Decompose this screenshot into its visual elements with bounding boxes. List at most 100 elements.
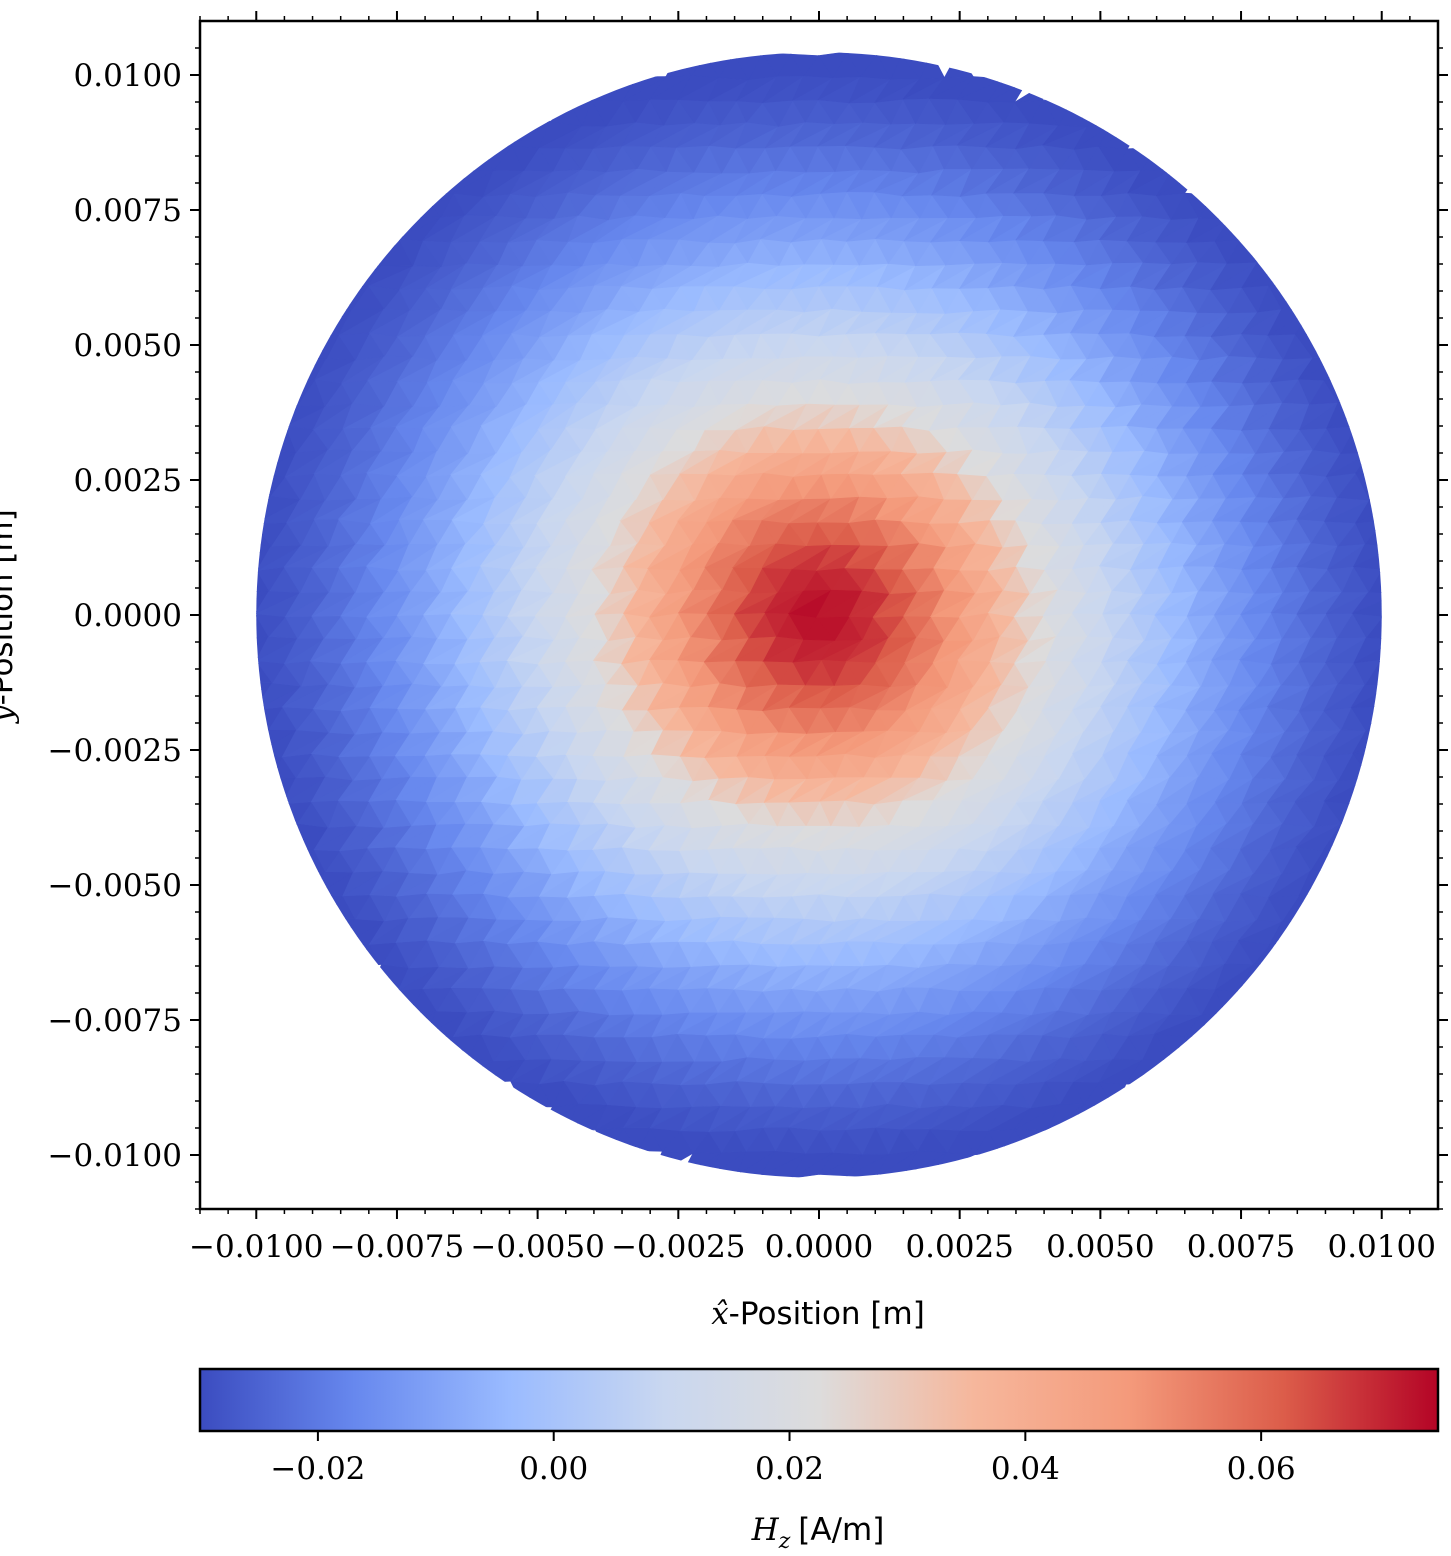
mesh-cell xyxy=(256,660,257,684)
mesh-cell xyxy=(256,728,269,758)
mesh-cell xyxy=(1352,778,1382,805)
mesh-cell xyxy=(257,425,287,453)
mesh-cell xyxy=(1268,261,1313,286)
mesh-cell xyxy=(1298,893,1324,922)
mesh-cell xyxy=(282,870,326,898)
mesh-cell xyxy=(256,823,298,848)
mesh-cell xyxy=(1380,637,1382,661)
colorbar-gradient xyxy=(198,1367,1440,1433)
mesh-cell xyxy=(256,752,273,779)
colorbar-tick-label: −0.02 xyxy=(270,1451,365,1487)
x-axis-label: x̂-Position [m] xyxy=(711,1296,925,1332)
mesh-cell xyxy=(1323,358,1369,382)
colorbar-tick-label: 0.02 xyxy=(755,1451,824,1487)
x-tick-label: 0.0025 xyxy=(905,1229,1013,1265)
y-tick-label: 0.0025 xyxy=(74,463,182,499)
mesh-cell xyxy=(354,239,382,267)
mesh-cell xyxy=(1355,451,1382,474)
y-tick-label: 0.0075 xyxy=(74,193,182,229)
y-tick-label: −0.0100 xyxy=(48,1138,182,1174)
y-tick-label: −0.0050 xyxy=(48,868,182,904)
mesh-cell xyxy=(1369,754,1382,779)
mesh-cell xyxy=(284,848,315,872)
mesh-cell xyxy=(1383,614,1410,639)
mesh-cell xyxy=(297,335,327,359)
mesh-cell xyxy=(256,569,258,593)
mesh-cell xyxy=(1369,475,1382,501)
field-mesh xyxy=(229,52,1426,1178)
y-tick-label: 0.0000 xyxy=(74,598,182,634)
mesh-cell xyxy=(943,52,974,78)
colorbar-tick-label: 0.06 xyxy=(1227,1451,1296,1487)
mesh-cell xyxy=(256,495,272,525)
mesh-cell xyxy=(1238,989,1271,1013)
y-axis-label-math: ŷ xyxy=(0,705,20,725)
y-axis-label: ŷ-Position [m] xyxy=(0,509,20,725)
colorbar-tick-label: 0.04 xyxy=(991,1451,1060,1487)
x-tick-labels: −0.0100 −0.0075 −0.0050 −0.0025 0.0000 0.0025… xyxy=(189,1229,1436,1265)
mesh-cell xyxy=(1352,777,1382,805)
mesh-cell xyxy=(229,521,254,543)
y-tick-label: 0.0100 xyxy=(74,58,182,94)
mesh-cell xyxy=(424,1034,454,1058)
mesh-cell xyxy=(1384,706,1409,734)
colorbar-ticks xyxy=(316,1431,1263,1441)
mesh-cell xyxy=(524,101,551,126)
mesh-cell xyxy=(1382,547,1425,570)
main-plot: −0.0100 −0.0075 −0.0050 −0.0025 0.0000 0.0025… xyxy=(0,11,1448,1332)
mesh-cell xyxy=(1354,450,1382,477)
mesh-cell xyxy=(453,1060,495,1084)
mesh-cell xyxy=(256,709,269,733)
mesh-cell xyxy=(256,450,270,476)
x-tick-label: −0.0100 xyxy=(189,1229,323,1265)
x-tick-label: −0.0050 xyxy=(470,1229,604,1265)
mesh-cell xyxy=(1014,1128,1048,1154)
y-tick-label: 0.0050 xyxy=(74,328,182,364)
mesh-cell xyxy=(1268,261,1313,286)
mesh-cell xyxy=(312,918,357,943)
colorbar-tick-labels: −0.02 0.00 0.02 0.04 0.06 xyxy=(270,1451,1295,1487)
mesh-cell xyxy=(1354,425,1382,453)
mesh-cell xyxy=(256,729,269,758)
colorbar-label-text: [A/m] xyxy=(798,1512,884,1548)
mesh-cell xyxy=(1383,520,1409,547)
mesh-cell xyxy=(256,495,271,522)
mesh-cell xyxy=(1381,566,1382,595)
y-tick-label: −0.0075 xyxy=(48,1003,182,1039)
mesh-cell xyxy=(1155,1058,1199,1083)
x-axis-label-text: -Position [m] xyxy=(729,1296,925,1332)
x-tick-label: 0.0050 xyxy=(1046,1229,1154,1265)
y-tick-labels: 0.0100 0.0075 0.0050 0.0025 0.0000 −0.0025 −0.… xyxy=(48,58,182,1174)
mesh-cell xyxy=(270,381,298,406)
mesh-cell xyxy=(1380,659,1382,685)
mesh-cell xyxy=(665,53,692,77)
mesh-cell xyxy=(1323,357,1369,381)
mesh-cell xyxy=(1086,100,1115,127)
mesh-cell xyxy=(256,822,299,850)
y-axis-label-text: -Position [m] xyxy=(0,509,20,705)
mesh-cell xyxy=(1294,310,1341,335)
mesh-cell xyxy=(1381,546,1382,571)
mesh-cell xyxy=(1312,333,1342,359)
mesh-cell xyxy=(256,474,271,501)
mesh-cell xyxy=(1256,242,1286,266)
mesh-cell xyxy=(1281,284,1312,312)
mesh-cell xyxy=(1184,1034,1216,1060)
colorbar-tick-label: 0.00 xyxy=(519,1451,588,1487)
mesh-cell xyxy=(312,918,356,945)
mesh-cell xyxy=(394,1010,437,1039)
x-tick-label: −0.0025 xyxy=(611,1229,745,1265)
mesh-cell xyxy=(1384,684,1426,706)
mesh-cell xyxy=(1383,590,1426,616)
mesh-cell xyxy=(1351,802,1382,825)
mesh-cell xyxy=(651,1150,694,1178)
mesh-cell xyxy=(325,288,353,312)
x-tick-label: 0.0100 xyxy=(1327,1229,1435,1265)
mesh-cell xyxy=(229,708,255,732)
mesh-cell xyxy=(1351,591,1382,614)
y-tick-label: −0.0025 xyxy=(48,733,182,769)
mesh-cell xyxy=(1014,74,1060,103)
colorbar: −0.02 0.00 0.02 0.04 0.06 Hz [A/m] xyxy=(198,1367,1440,1554)
mesh-cell xyxy=(1383,590,1426,616)
